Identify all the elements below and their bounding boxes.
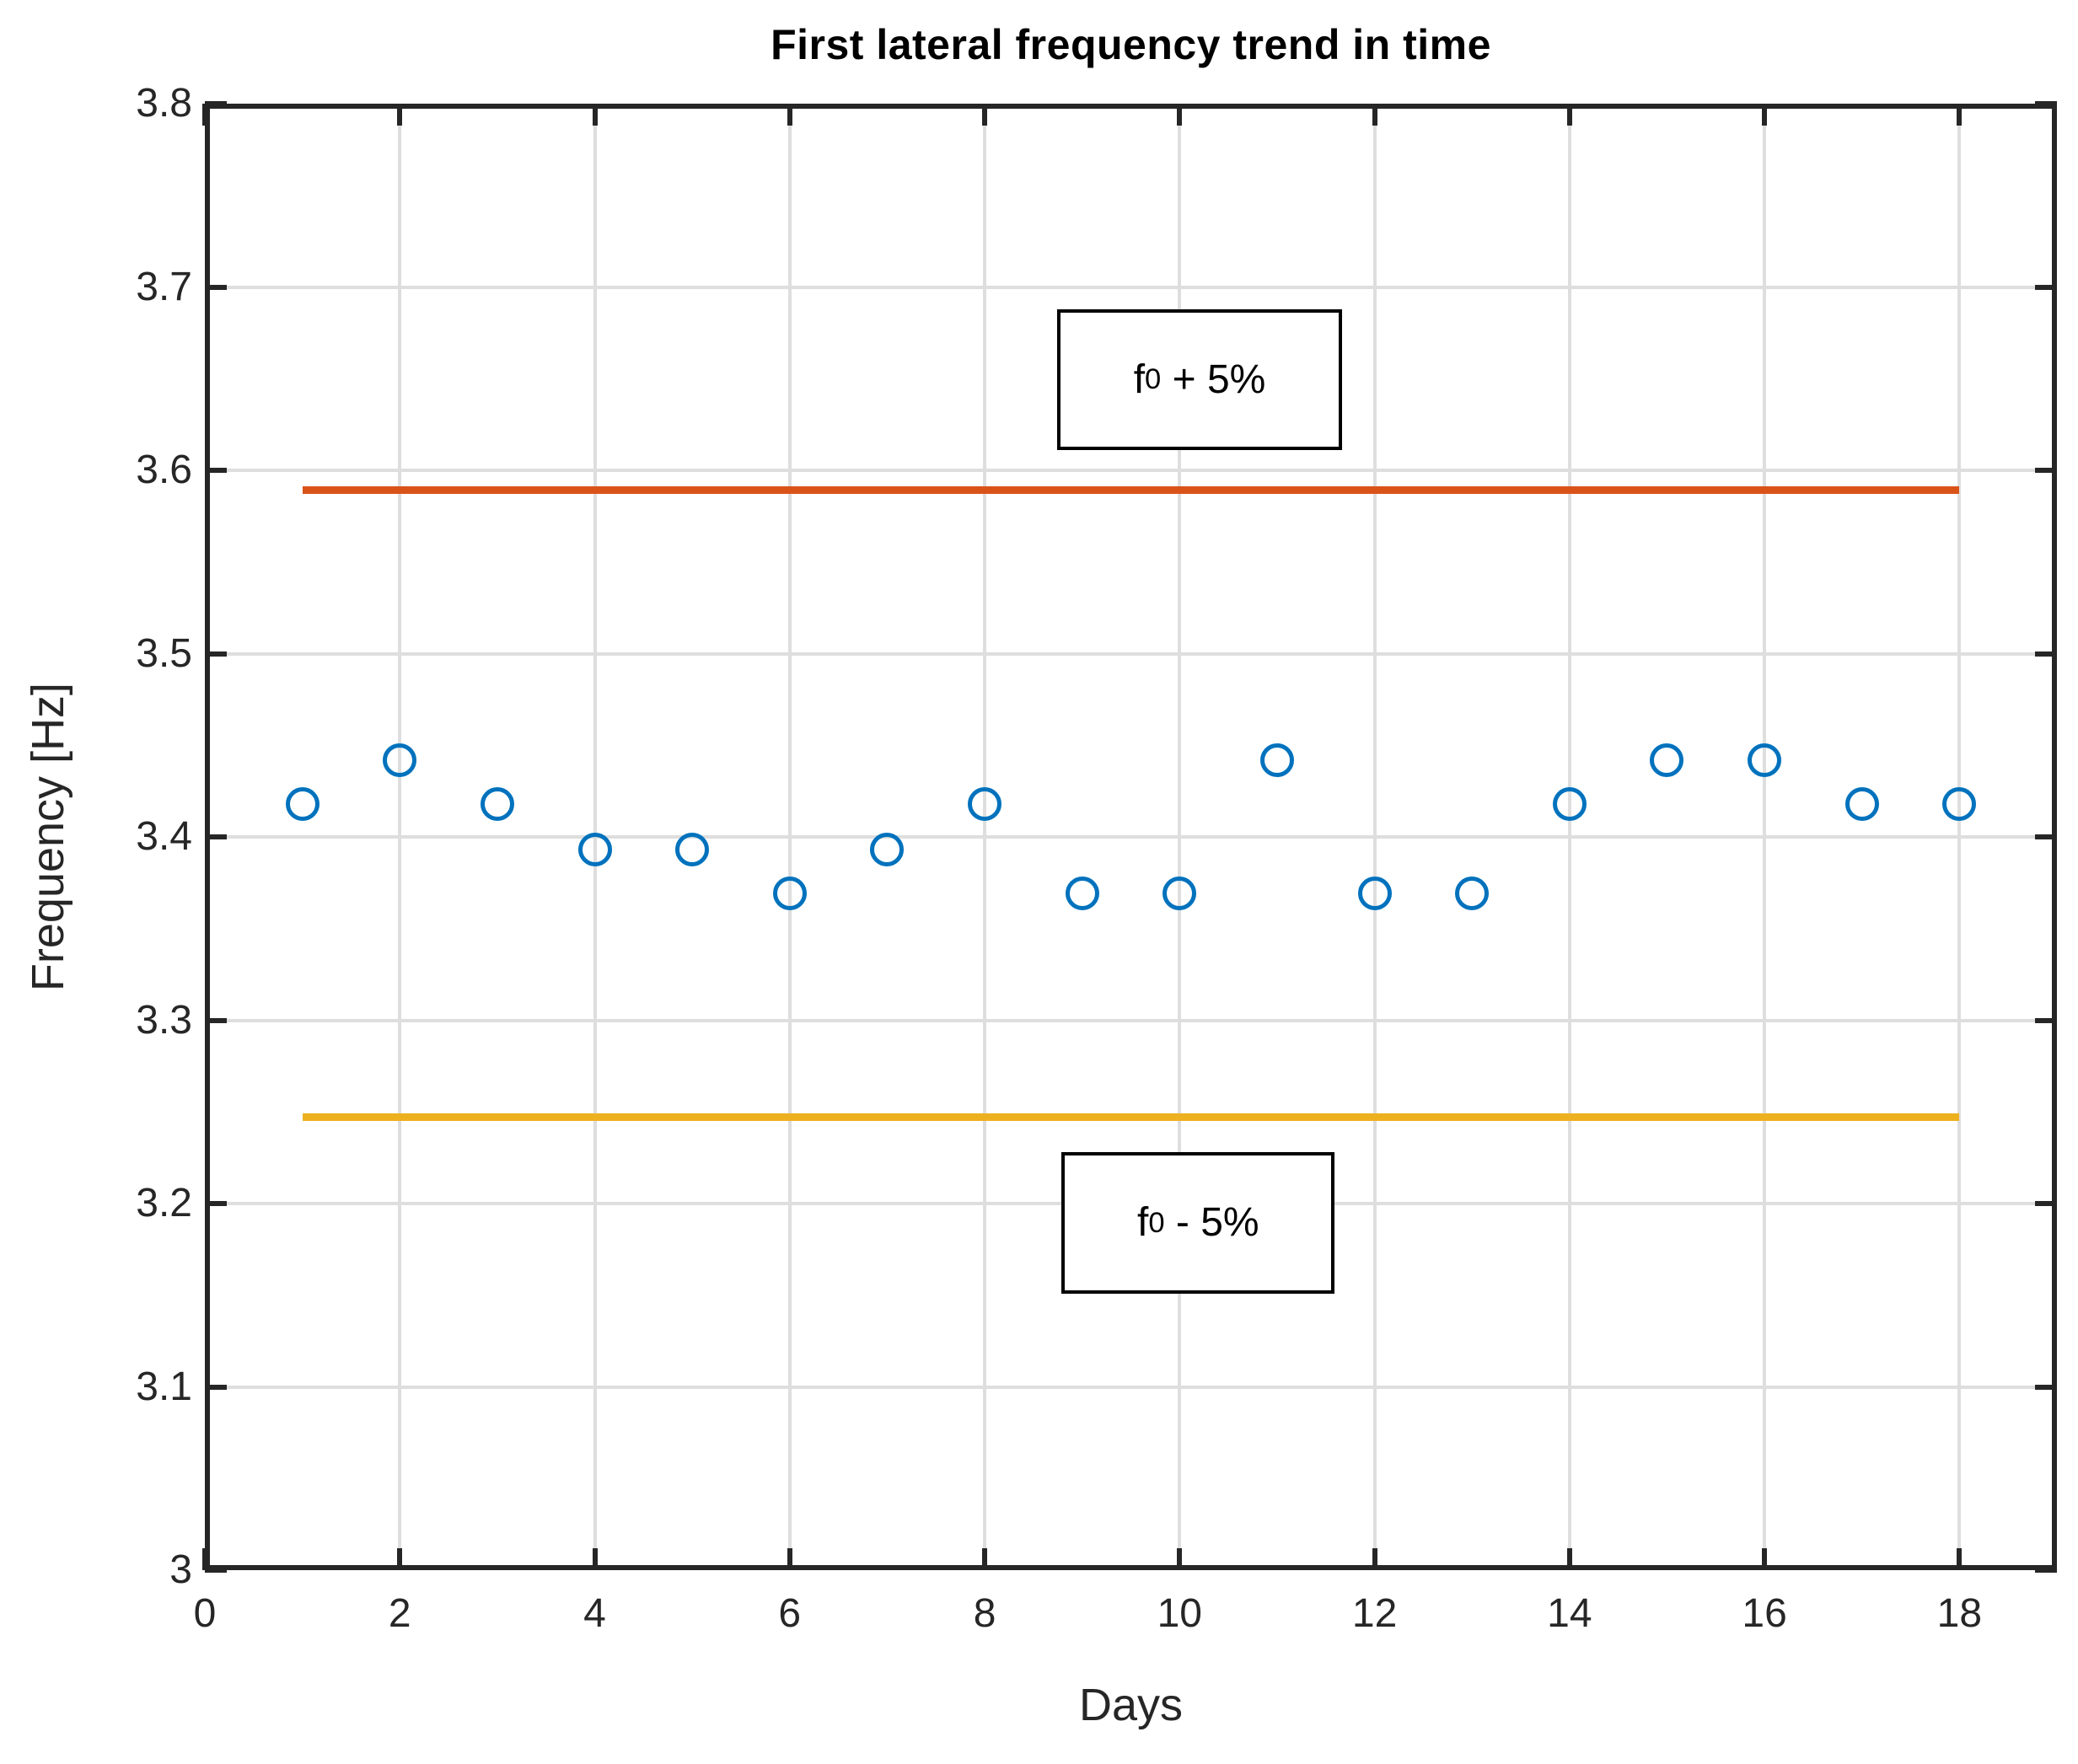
gridline-horizontal: [205, 469, 2057, 472]
annotation-base: f: [1133, 357, 1146, 402]
x-tick-mark: [1762, 1548, 1768, 1570]
data-point: [1650, 743, 1684, 777]
data-point: [968, 786, 1002, 821]
x-tick-mark: [982, 1548, 988, 1570]
y-tick-mark-right: [2035, 468, 2057, 473]
x-tick-label: 0: [193, 1591, 217, 1636]
x-tick-label: 8: [973, 1591, 996, 1636]
data-point: [870, 833, 905, 867]
annotation-base: f: [1136, 1200, 1149, 1246]
x-tick-mark-top: [592, 104, 598, 126]
x-tick-mark-top: [1762, 104, 1768, 126]
y-tick-label: 3.5: [136, 630, 192, 676]
y-tick-mark-right: [2035, 1017, 2057, 1023]
y-tick-mark: [205, 1384, 227, 1390]
x-tick-mark: [1957, 1548, 1963, 1570]
y-tick-label: 3: [169, 1547, 192, 1592]
x-tick-label: 14: [1547, 1591, 1592, 1636]
y-tick-mark-right: [2035, 1201, 2057, 1206]
x-tick-mark: [592, 1548, 598, 1570]
y-tick-mark: [205, 1568, 227, 1573]
y-axis-label: Frequency [Hz]: [23, 682, 73, 992]
data-point: [1844, 786, 1879, 821]
annotation-rest: - 5%: [1164, 1200, 1259, 1246]
y-tick-label: 3.7: [136, 264, 192, 309]
x-tick-label: 10: [1157, 1591, 1202, 1636]
x-tick-label: 2: [388, 1591, 411, 1636]
data-point: [285, 786, 319, 821]
lower-limit-line: [302, 1113, 1960, 1122]
y-tick-mark-right: [2035, 101, 2057, 106]
x-tick-mark: [1372, 1548, 1377, 1570]
y-tick-mark-right: [2035, 284, 2057, 290]
x-tick-mark-top: [1372, 104, 1377, 126]
x-tick-mark: [397, 1548, 403, 1570]
gridline-horizontal: [205, 1018, 2057, 1022]
x-tick-mark-top: [1177, 104, 1183, 126]
y-tick-mark: [205, 101, 227, 106]
data-point: [577, 833, 612, 867]
x-tick-mark: [1177, 1548, 1183, 1570]
x-tick-label: 18: [1936, 1591, 1983, 1636]
y-tick-mark: [205, 834, 227, 839]
x-tick-label: 6: [778, 1591, 802, 1636]
gridline-horizontal: [205, 651, 2057, 656]
gridline-horizontal: [205, 285, 2057, 289]
x-tick-label: 4: [583, 1591, 606, 1636]
data-point: [1552, 786, 1587, 821]
y-tick-mark-right: [2035, 1384, 2057, 1390]
data-point: [675, 833, 710, 867]
gridline-horizontal: [205, 835, 2057, 839]
data-point: [1162, 877, 1197, 911]
x-tick-mark-top: [397, 104, 403, 126]
data-point: [1259, 743, 1294, 777]
data-point: [772, 877, 807, 911]
x-tick-mark-top: [787, 104, 792, 126]
x-tick-label: 16: [1742, 1591, 1787, 1636]
y-tick-label: 3.4: [136, 814, 192, 859]
y-tick-label: 3.8: [136, 81, 192, 126]
y-tick-mark-right: [2035, 651, 2057, 657]
data-point: [1455, 877, 1490, 911]
chart-title: First lateral frequency trend in time: [771, 21, 1491, 68]
x-tick-mark-top: [202, 104, 207, 126]
upper-limit-line: [302, 486, 1960, 495]
data-point: [1065, 877, 1099, 911]
x-tick-label: 12: [1351, 1591, 1398, 1636]
y-tick-label: 3.3: [136, 997, 192, 1043]
x-axis-label: Days: [1078, 1680, 1184, 1730]
y-tick-mark: [205, 651, 227, 657]
data-point: [1357, 877, 1392, 911]
y-tick-mark: [205, 468, 227, 473]
y-tick-mark: [205, 1017, 227, 1023]
gridline-horizontal: [205, 1385, 2057, 1389]
data-point: [383, 743, 417, 777]
y-tick-label: 3.2: [136, 1181, 192, 1225]
data-point: [480, 786, 514, 821]
x-tick-mark: [202, 1548, 207, 1570]
x-tick-mark: [787, 1548, 792, 1570]
x-tick-mark-top: [982, 104, 988, 126]
x-tick-mark-top: [1566, 104, 1572, 126]
x-tick-mark-top: [1957, 104, 1963, 126]
y-tick-label: 3.1: [136, 1364, 192, 1409]
y-tick-mark: [205, 284, 227, 290]
data-point: [1942, 786, 1977, 821]
y-tick-mark-right: [2035, 1568, 2057, 1573]
y-tick-label: 3.6: [136, 448, 192, 492]
y-tick-mark: [205, 1201, 227, 1206]
y-tick-mark-right: [2035, 834, 2057, 839]
annotation-rest: + 5%: [1161, 357, 1266, 402]
x-tick-mark: [1566, 1548, 1572, 1570]
data-point: [1748, 743, 1782, 777]
